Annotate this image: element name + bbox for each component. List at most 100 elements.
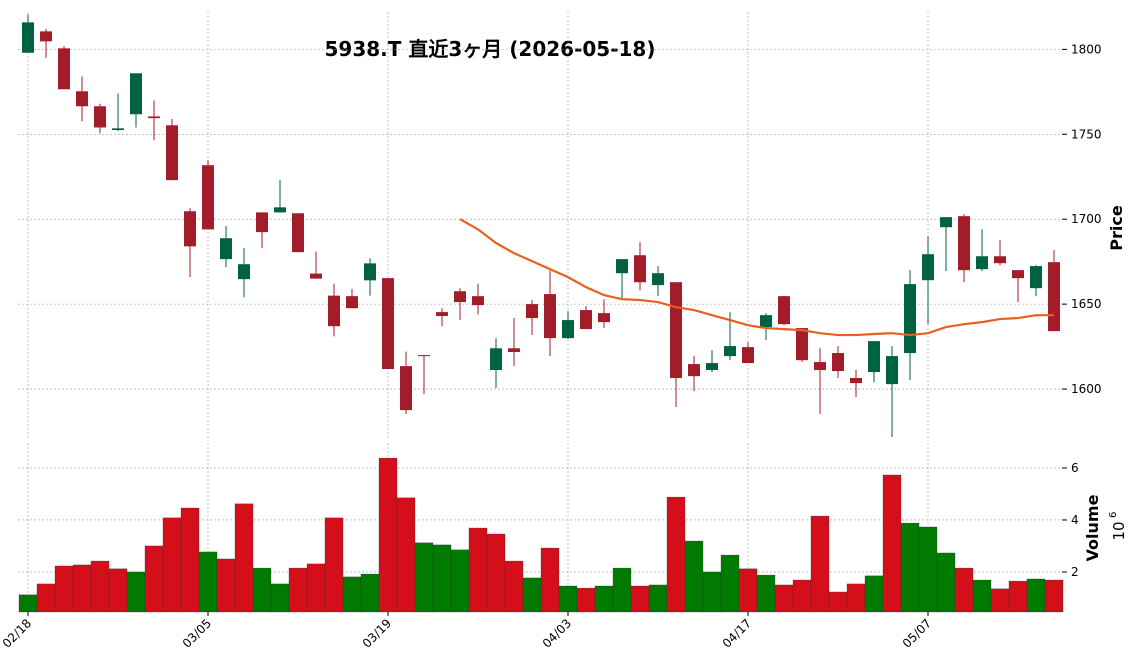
candle-body [40,31,52,42]
volume-bar [738,568,758,613]
volume-bar [522,577,542,613]
volume-bar [396,497,416,613]
candle-body [652,273,664,286]
volume-bar [432,544,452,613]
candle-body [958,216,970,271]
candle-body [94,106,106,128]
volume-bar [882,474,902,613]
candle-body [724,346,736,357]
volume-bar [180,507,200,613]
candle-body [256,212,268,233]
candle-body [976,256,988,270]
candle-body [292,213,304,253]
candle-body [58,48,70,90]
candle-body [994,256,1006,264]
candle-body [904,284,916,354]
volume-bar [378,457,398,613]
candle-body [886,356,898,385]
candle-body [112,128,124,131]
candle-body [130,73,142,115]
candle-body [688,364,700,377]
volume-bar [144,545,164,613]
candle-body [670,282,682,379]
candle-body [778,296,790,325]
volume-bar [288,567,308,613]
volume-bar [72,564,92,613]
candle-body [328,295,340,327]
candle-body [454,291,466,303]
candle-body [148,116,160,119]
candle-body [238,264,250,280]
candle-body [418,355,430,357]
volume-bar [306,563,326,613]
candle-body [706,363,718,371]
candle-body [1012,270,1024,279]
volume-scale-exponent: 6 [1108,512,1119,518]
candle-body [544,294,556,339]
volume-bar [126,571,146,613]
candle-body [562,320,574,339]
candle-body [580,310,592,330]
volume-bar [450,549,470,613]
candle-body [832,353,844,372]
volume-bar [234,503,254,613]
volume-bar [864,575,884,613]
volume-bar [648,584,668,613]
y-axis-label: Price [1107,205,1126,251]
volume-bar [990,588,1010,613]
x-tick-label: 05/07 [900,616,934,650]
volume-bar [702,571,722,613]
candle-body [526,304,538,319]
y-tick-label: 6 [1071,461,1079,475]
volume-bar [972,579,992,613]
candle-body [1048,262,1060,332]
volume-bar [756,574,776,613]
volume-bar [954,567,974,613]
y-tick-label: 1600 [1071,382,1102,396]
y-tick-label: 1750 [1071,127,1102,141]
volume-bar [666,496,686,613]
volume-bar [576,587,596,613]
volume-bar [1008,580,1028,613]
candle-body [760,315,772,328]
volume-scale-base: 10 [1110,521,1128,540]
candle-body [940,217,952,228]
candle-body [634,255,646,283]
volume-bar [360,573,380,613]
volume-bar [504,560,524,613]
volume-bar [828,591,848,613]
candle-body [436,312,448,317]
volume-bar [684,540,704,613]
y-tick-label: 2 [1071,565,1079,579]
candle-body [274,207,286,213]
candle-body [508,348,520,353]
candle-body [598,313,610,323]
candle-body [796,328,808,361]
volume-bar [468,527,488,613]
volume-bar [270,583,290,613]
volume-bar [414,542,434,613]
candle-body [850,378,862,384]
candle-body [364,263,376,281]
candle-body [400,366,412,411]
volume-bar [18,594,38,613]
candle-body [346,296,358,309]
volume-bar [630,585,650,613]
x-tick-label: 02/18 [0,616,34,650]
volume-bar [846,583,866,613]
x-tick-label: 03/05 [180,616,214,650]
volume-bar [486,533,506,613]
x-tick-label: 03/19 [360,616,394,650]
volume-bar [936,552,956,613]
y-tick-label: 1700 [1071,212,1102,226]
candle-body [202,165,214,230]
candle-body [472,296,484,306]
candle-body [868,341,880,373]
volume-bar [216,558,236,613]
candle-body [220,238,232,260]
volume-bar [792,579,812,613]
x-tick-label: 04/17 [720,616,754,650]
candle-body [166,125,178,181]
volume-bar [54,565,74,613]
volume-axis-label: Volume [1083,494,1102,561]
